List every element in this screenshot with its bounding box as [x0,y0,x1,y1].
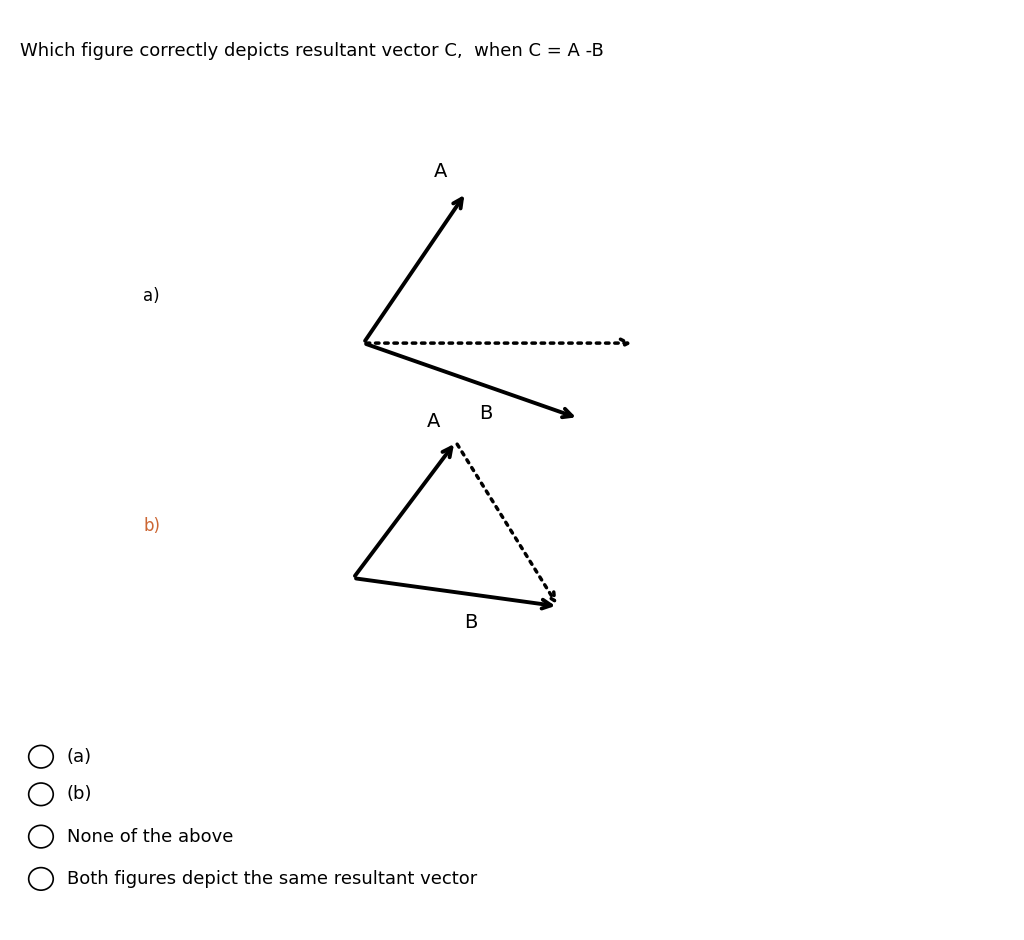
Text: A: A [434,163,447,181]
Text: Which figure correctly depicts resultant vector C,  when C = A -B: Which figure correctly depicts resultant… [20,42,604,60]
Text: (b): (b) [67,785,92,804]
Text: Both figures depict the same resultant vector: Both figures depict the same resultant v… [67,870,477,888]
Text: (a): (a) [67,747,92,766]
Text: B: B [479,404,493,423]
Text: b): b) [143,517,161,536]
Text: A: A [427,412,440,431]
Text: None of the above: None of the above [67,827,232,846]
Text: a): a) [143,287,160,306]
Text: B: B [464,613,477,632]
